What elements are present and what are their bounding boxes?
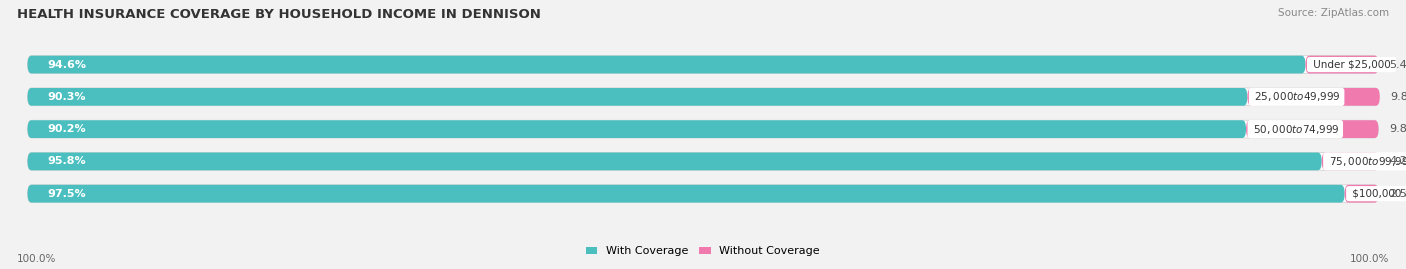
Text: $25,000 to $49,999: $25,000 to $49,999 <box>1251 90 1341 103</box>
FancyBboxPatch shape <box>28 153 1378 170</box>
Text: Under $25,000: Under $25,000 <box>1309 59 1393 70</box>
FancyBboxPatch shape <box>1246 120 1378 138</box>
FancyBboxPatch shape <box>28 153 1322 170</box>
FancyBboxPatch shape <box>28 120 1378 138</box>
Text: 9.8%: 9.8% <box>1389 124 1406 134</box>
FancyBboxPatch shape <box>28 185 1378 203</box>
FancyBboxPatch shape <box>28 185 1344 203</box>
FancyBboxPatch shape <box>28 56 1378 73</box>
FancyBboxPatch shape <box>1344 185 1378 203</box>
FancyBboxPatch shape <box>1306 56 1378 73</box>
Text: 90.3%: 90.3% <box>48 92 86 102</box>
FancyBboxPatch shape <box>1247 88 1379 106</box>
Text: 5.4%: 5.4% <box>1389 59 1406 70</box>
Text: $100,000 and over: $100,000 and over <box>1348 189 1406 199</box>
Text: 9.8%: 9.8% <box>1391 92 1406 102</box>
Text: 90.2%: 90.2% <box>48 124 86 134</box>
Text: 97.5%: 97.5% <box>48 189 86 199</box>
FancyBboxPatch shape <box>28 120 1246 138</box>
Text: HEALTH INSURANCE COVERAGE BY HOUSEHOLD INCOME IN DENNISON: HEALTH INSURANCE COVERAGE BY HOUSEHOLD I… <box>17 8 541 21</box>
Legend: With Coverage, Without Coverage: With Coverage, Without Coverage <box>582 242 824 261</box>
Text: 100.0%: 100.0% <box>1350 254 1389 264</box>
Text: 4.2%: 4.2% <box>1389 156 1406 167</box>
Text: Source: ZipAtlas.com: Source: ZipAtlas.com <box>1278 8 1389 18</box>
Text: 94.6%: 94.6% <box>48 59 87 70</box>
FancyBboxPatch shape <box>28 56 1306 73</box>
FancyBboxPatch shape <box>1322 153 1378 170</box>
Text: 2.5%: 2.5% <box>1389 189 1406 199</box>
Text: 100.0%: 100.0% <box>17 254 56 264</box>
Text: 95.8%: 95.8% <box>48 156 86 167</box>
FancyBboxPatch shape <box>28 88 1378 106</box>
FancyBboxPatch shape <box>28 88 1247 106</box>
Text: $75,000 to $99,999: $75,000 to $99,999 <box>1326 155 1406 168</box>
Text: $50,000 to $74,999: $50,000 to $74,999 <box>1250 123 1340 136</box>
